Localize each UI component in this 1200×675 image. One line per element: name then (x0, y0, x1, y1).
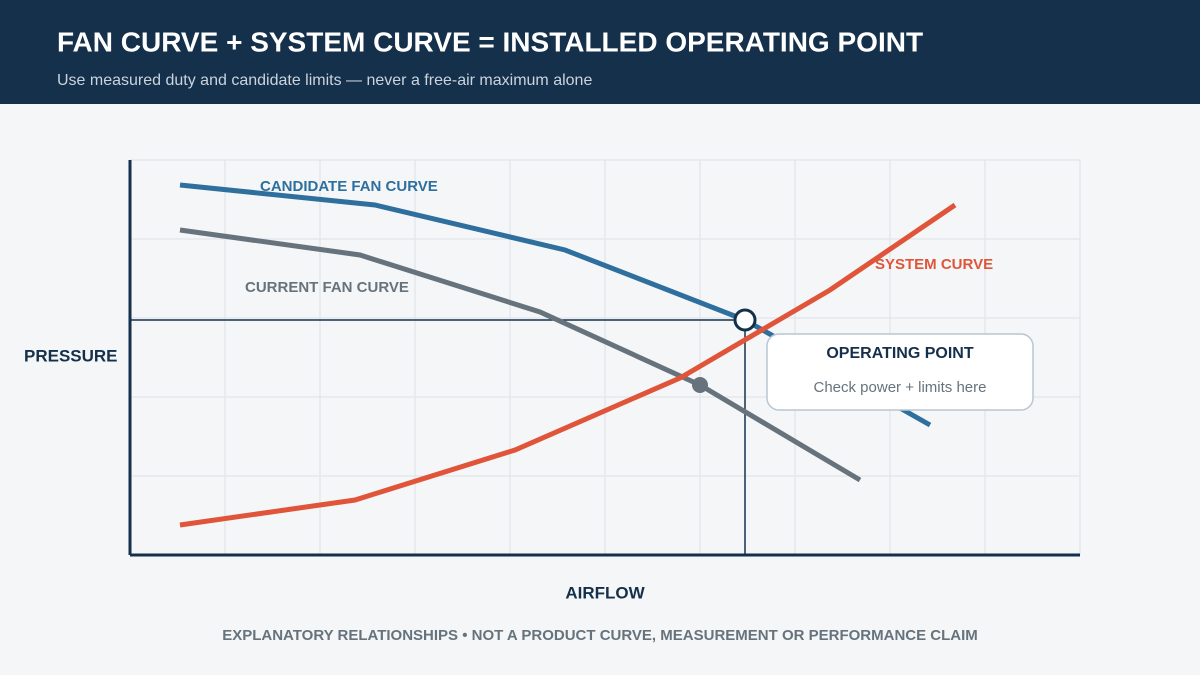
footer-note: EXPLANATORY RELATIONSHIPS • NOT A PRODUC… (222, 627, 978, 644)
current-curve (179, 227, 862, 483)
candidate-label: CANDIDATE FAN CURVE (260, 178, 438, 195)
system-label: SYSTEM CURVE (875, 256, 993, 273)
header-band (0, 0, 1200, 104)
subtitle: Use measured duty and candidate limits —… (57, 72, 592, 89)
callout-box (766, 333, 1034, 411)
current-label: CURRENT FAN CURVE (245, 279, 409, 296)
title: FAN CURVE + SYSTEM CURVE = INSTALLED OPE… (57, 26, 923, 57)
callout-text: Check power + limits here (814, 379, 987, 396)
system-curve (179, 202, 957, 528)
grid (130, 159, 1081, 555)
current-point (692, 377, 708, 393)
callout-title: OPERATING POINT (826, 345, 973, 362)
x-axis-label: AIRFLOW (565, 583, 645, 602)
y-axis-label: PRESSURE (24, 346, 118, 365)
operating-point (733, 308, 757, 332)
